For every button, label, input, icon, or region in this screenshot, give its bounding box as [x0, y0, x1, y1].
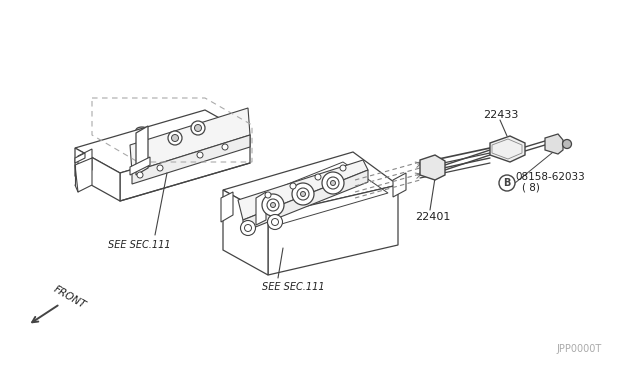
- Polygon shape: [75, 110, 250, 173]
- Circle shape: [327, 177, 339, 189]
- Text: JPP0000T: JPP0000T: [556, 344, 601, 354]
- Text: SEE SEC.111: SEE SEC.111: [262, 282, 324, 292]
- Circle shape: [340, 165, 346, 171]
- Polygon shape: [268, 185, 398, 275]
- Circle shape: [197, 152, 203, 158]
- Polygon shape: [420, 155, 445, 180]
- Polygon shape: [130, 157, 150, 175]
- Circle shape: [157, 165, 163, 171]
- Text: ( 8): ( 8): [522, 183, 540, 193]
- Polygon shape: [223, 152, 398, 215]
- Circle shape: [267, 199, 279, 211]
- Circle shape: [191, 121, 205, 135]
- Circle shape: [499, 175, 515, 191]
- Text: SEE SEC.111: SEE SEC.111: [108, 240, 171, 250]
- Ellipse shape: [256, 193, 266, 199]
- Circle shape: [563, 140, 572, 148]
- Polygon shape: [545, 134, 563, 154]
- Circle shape: [271, 218, 278, 225]
- Polygon shape: [120, 135, 250, 201]
- Circle shape: [244, 224, 252, 231]
- Circle shape: [222, 144, 228, 150]
- Circle shape: [268, 215, 282, 230]
- Circle shape: [241, 221, 255, 235]
- Polygon shape: [221, 192, 233, 222]
- Polygon shape: [132, 135, 250, 184]
- Text: B: B: [503, 178, 511, 188]
- Circle shape: [195, 125, 202, 131]
- Text: FRONT: FRONT: [52, 283, 88, 310]
- Polygon shape: [75, 148, 120, 201]
- Circle shape: [322, 172, 344, 194]
- Text: 22401: 22401: [415, 212, 451, 222]
- Polygon shape: [223, 190, 268, 275]
- Text: 22433: 22433: [483, 110, 518, 120]
- Polygon shape: [490, 136, 525, 162]
- Polygon shape: [130, 108, 250, 172]
- Polygon shape: [136, 126, 148, 175]
- Circle shape: [262, 194, 284, 216]
- Circle shape: [168, 131, 182, 145]
- Circle shape: [137, 172, 143, 178]
- Circle shape: [271, 202, 275, 208]
- Polygon shape: [78, 149, 92, 178]
- Polygon shape: [75, 153, 85, 163]
- Circle shape: [330, 180, 335, 186]
- Polygon shape: [256, 192, 266, 225]
- Polygon shape: [243, 170, 368, 232]
- Circle shape: [290, 183, 296, 189]
- Circle shape: [297, 188, 309, 200]
- Circle shape: [172, 135, 179, 141]
- Polygon shape: [75, 158, 92, 192]
- Text: 08158-62033: 08158-62033: [515, 172, 585, 182]
- Circle shape: [301, 192, 305, 196]
- Circle shape: [292, 183, 314, 205]
- Polygon shape: [393, 173, 406, 197]
- Circle shape: [265, 192, 271, 198]
- Polygon shape: [238, 160, 368, 220]
- Ellipse shape: [136, 127, 148, 133]
- Circle shape: [315, 174, 321, 180]
